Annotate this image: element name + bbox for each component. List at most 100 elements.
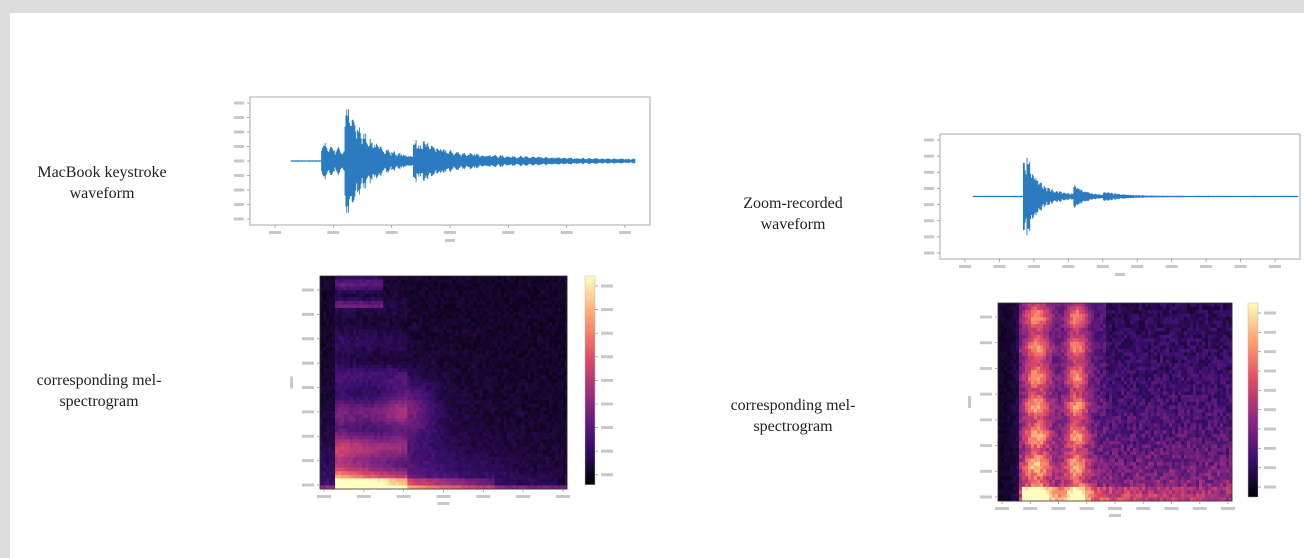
y-tick-label bbox=[234, 116, 244, 119]
x-tick-label bbox=[1023, 507, 1038, 510]
zoom-spectrogram-label: corresponding mel-spectrogram bbox=[713, 395, 873, 437]
x-tick-label bbox=[1062, 265, 1075, 268]
colorbar-tick-label bbox=[601, 473, 613, 477]
y-tick-label bbox=[980, 444, 992, 448]
zoom-spectrogram-label-text: corresponding mel-spectrogram bbox=[730, 397, 856, 435]
x-tick-label bbox=[1221, 507, 1235, 510]
y-tick-label bbox=[234, 130, 244, 134]
macbook-spectrogram-label-text: corresponding mel-spectrogram bbox=[36, 372, 162, 410]
y-tick-label bbox=[302, 410, 314, 414]
heatmap-cells bbox=[320, 276, 568, 490]
macbook-spectrogram-label: corresponding mel-spectrogram bbox=[24, 370, 174, 412]
x-tick-label bbox=[1136, 507, 1151, 510]
macbook-waveform-plot bbox=[233, 93, 653, 253]
y-tick-label bbox=[302, 386, 314, 389]
x-tick-label bbox=[502, 231, 515, 234]
colorbar-tick-label bbox=[1264, 466, 1276, 470]
x-tick-label bbox=[327, 231, 340, 234]
y-tick-label bbox=[234, 203, 244, 206]
y-tick-label bbox=[924, 170, 934, 174]
x-tick-label bbox=[959, 265, 971, 268]
zoom-waveform-label-text: Zoom-recorded waveform bbox=[743, 195, 843, 233]
colorbar-tick-label bbox=[601, 449, 613, 453]
x-tick-label bbox=[385, 231, 398, 234]
x-axis-label bbox=[445, 239, 455, 242]
zoom-spectrogram-plot bbox=[960, 298, 1280, 528]
x-tick-label bbox=[444, 231, 456, 234]
y-tick-label bbox=[234, 145, 244, 148]
colorbar-tick-label bbox=[601, 284, 613, 288]
colorbar-tick-label bbox=[601, 308, 613, 312]
x-tick-label bbox=[396, 495, 411, 498]
y-tick-label bbox=[924, 203, 934, 207]
y-tick-label bbox=[234, 174, 244, 177]
heatmap-cells bbox=[998, 303, 1233, 502]
y-tick-label bbox=[980, 469, 992, 473]
y-tick-label bbox=[924, 186, 934, 190]
x-tick-label bbox=[516, 495, 531, 498]
x-tick-label bbox=[619, 231, 631, 234]
x-tick-label bbox=[356, 495, 371, 498]
macbook-spectrogram-plot bbox=[272, 271, 632, 521]
figure-canvas: MacBook keystroke waveform corresponding… bbox=[10, 13, 1304, 558]
y-tick-label bbox=[924, 219, 934, 223]
x-tick-label bbox=[1269, 265, 1281, 268]
x-axis-label bbox=[1109, 514, 1121, 517]
y-tick-label bbox=[980, 341, 992, 345]
x-tick-label bbox=[269, 231, 281, 234]
y-tick-label bbox=[302, 483, 314, 487]
x-tick-label bbox=[476, 495, 491, 498]
y-tick-label bbox=[980, 392, 992, 396]
y-axis-label bbox=[968, 396, 971, 408]
y-tick-label bbox=[980, 495, 992, 499]
x-tick-label bbox=[1051, 507, 1066, 510]
colorbar-tick-label bbox=[1264, 485, 1276, 489]
y-tick-label bbox=[980, 315, 992, 319]
y-tick-label bbox=[302, 361, 314, 365]
x-tick-label bbox=[317, 495, 331, 498]
x-tick-label bbox=[1164, 507, 1179, 510]
colorbar-tick-label bbox=[1264, 330, 1276, 334]
x-axis-label bbox=[437, 502, 450, 505]
colorbar-tick-label bbox=[601, 426, 613, 430]
colorbar-tick-label bbox=[1264, 408, 1276, 412]
x-tick-label bbox=[1234, 265, 1247, 268]
y-tick-label bbox=[924, 251, 934, 255]
colorbar bbox=[1247, 302, 1259, 498]
zoom-spectrogram-svg bbox=[968, 302, 1276, 517]
y-tick-label bbox=[924, 138, 934, 142]
x-tick-label bbox=[1165, 265, 1178, 268]
y-tick-label bbox=[302, 312, 314, 316]
colorbar-tick-label bbox=[601, 402, 613, 406]
colorbar-tick-label bbox=[1264, 388, 1276, 392]
y-tick-label bbox=[234, 101, 244, 105]
x-tick-label bbox=[1079, 507, 1094, 510]
zoom-waveform-svg bbox=[924, 133, 1301, 276]
y-tick-label bbox=[924, 154, 934, 158]
y-tick-label bbox=[980, 418, 992, 422]
colorbar bbox=[584, 275, 596, 485]
x-tick-label bbox=[1027, 265, 1040, 268]
y-tick-label bbox=[980, 366, 992, 370]
y-tick-label bbox=[302, 459, 314, 463]
colorbar-tick-label bbox=[601, 355, 613, 359]
colorbar-tick-label bbox=[1264, 427, 1276, 431]
y-tick-label bbox=[302, 288, 314, 292]
zoom-waveform-plot bbox=[923, 130, 1303, 280]
x-tick-label bbox=[556, 495, 570, 498]
macbook-waveform-label: MacBook keystroke waveform bbox=[14, 162, 190, 204]
macbook-waveform-svg bbox=[234, 96, 651, 242]
colorbar-tick-label bbox=[1264, 350, 1276, 354]
x-tick-label bbox=[1200, 265, 1213, 268]
colorbar-tick-label bbox=[1264, 446, 1276, 450]
y-tick-label bbox=[234, 188, 244, 192]
zoom-waveform-label: Zoom-recorded waveform bbox=[718, 193, 868, 235]
waveform-trace bbox=[290, 109, 636, 213]
macbook-spectrogram-svg bbox=[290, 275, 613, 505]
colorbar-tick-label bbox=[1264, 369, 1276, 373]
x-tick-label bbox=[1192, 507, 1207, 510]
colorbar-tick-label bbox=[601, 331, 613, 335]
y-tick-label bbox=[234, 217, 244, 221]
x-tick-label bbox=[993, 265, 1006, 268]
y-tick-label bbox=[302, 434, 314, 438]
